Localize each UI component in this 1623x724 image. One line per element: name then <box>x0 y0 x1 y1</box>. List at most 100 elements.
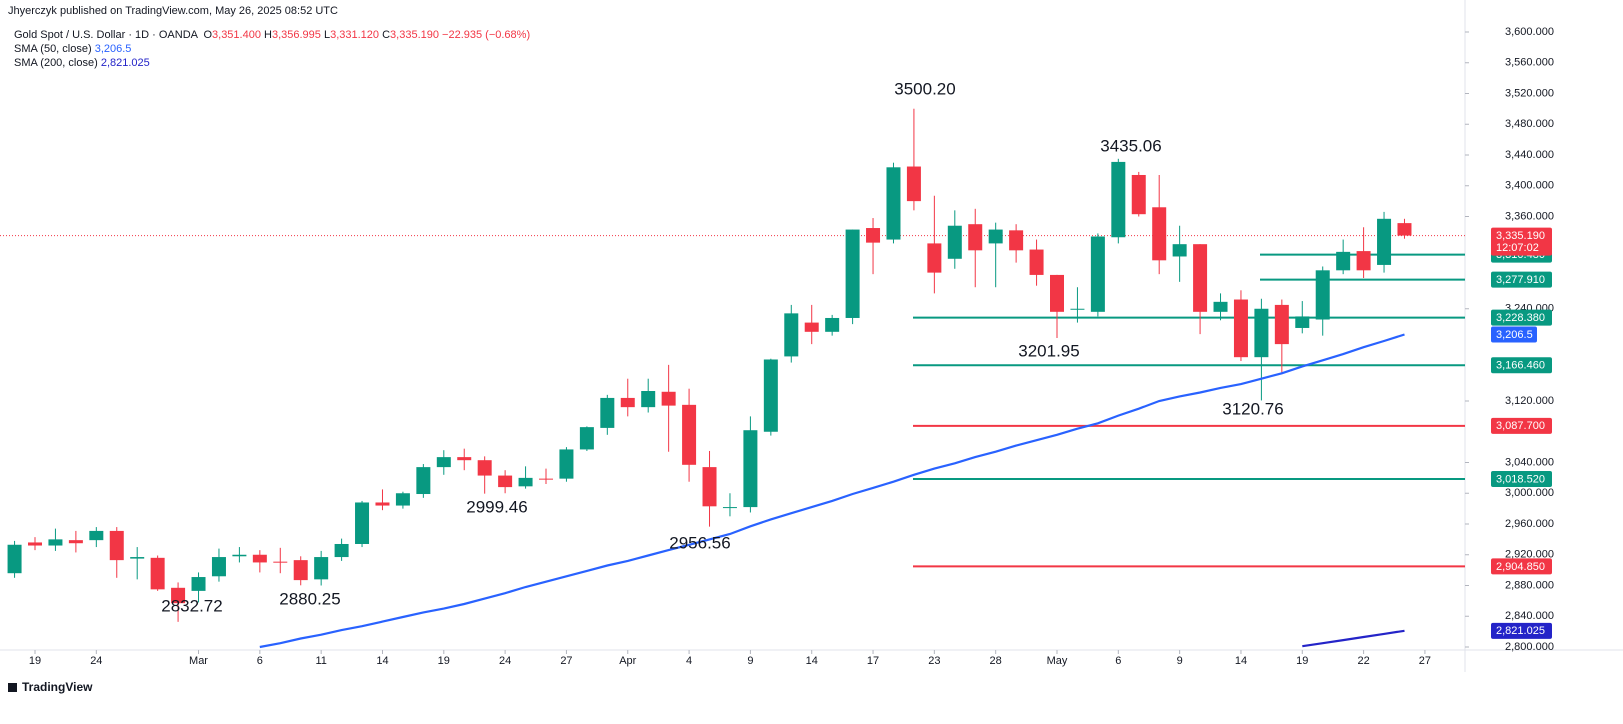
candle-body <box>682 404 697 465</box>
x-tick-label: 24 <box>90 655 102 667</box>
candle-body <box>1050 274 1064 312</box>
candle-body <box>498 475 513 488</box>
y-tick-label: 3,520.000 <box>1505 87 1554 99</box>
l-label: L <box>324 29 330 41</box>
y-tick-label: 3,120.000 <box>1505 395 1554 407</box>
sma-label: 3,206.5 <box>1496 329 1533 341</box>
y-tick-label: 2,800.000 <box>1505 641 1554 653</box>
y-tick-label: 3,400.000 <box>1505 180 1554 192</box>
sma200-value: 2,821.025 <box>101 57 150 69</box>
axes: 3,600.000 3,560.000 3,520.000 3,480.000 3,44… <box>29 26 1554 667</box>
legend-line: Gold Spot / U.S. Dollar · 1D · OANDA O3,… <box>14 29 530 41</box>
sma-label-box <box>1491 622 1552 639</box>
candle-body <box>1274 304 1289 345</box>
x-tick-label: 4 <box>686 655 692 667</box>
candle-body <box>1131 174 1146 215</box>
sma-line <box>1302 629 1405 648</box>
candle-body <box>150 557 165 590</box>
o-value: 3,351.400 <box>212 29 261 41</box>
candle-body <box>1397 223 1412 236</box>
level-label-box <box>1491 271 1552 288</box>
candle-body <box>436 457 451 468</box>
candle-body <box>416 467 431 495</box>
candle-body <box>886 167 901 240</box>
x-tick-label: 14 <box>806 655 818 667</box>
candle-body <box>1377 218 1392 265</box>
candle-body <box>273 561 288 563</box>
h-label: H <box>264 29 272 41</box>
symbol: Gold Spot / U.S. Dollar · 1D · OANDA <box>14 29 199 41</box>
candle-body <box>68 540 83 544</box>
candle-body <box>130 557 145 559</box>
candle-body <box>1172 244 1187 257</box>
candle-body <box>1356 251 1371 271</box>
x-tick-label: 9 <box>1177 655 1183 667</box>
annotation: 3500.20 <box>894 79 955 98</box>
level-label: 3,018.520 <box>1496 473 1545 485</box>
candle-body <box>927 243 942 273</box>
annotation: 2999.46 <box>466 497 527 516</box>
candle-body <box>334 543 349 558</box>
candle-body <box>722 507 737 509</box>
level-label-box <box>1491 357 1552 374</box>
candle-body <box>804 322 819 332</box>
y-tick-label: 3,600.000 <box>1505 26 1554 38</box>
x-tick-label: 19 <box>438 655 450 667</box>
candle-body <box>293 560 308 581</box>
candle-body <box>1213 301 1228 312</box>
last-price-label: 3,335.190 <box>1496 230 1545 242</box>
x-tick-label: Mar <box>189 655 208 667</box>
annotation: 2956.56 <box>669 533 730 552</box>
x-tick-label: 14 <box>1235 655 1247 667</box>
candle-body <box>109 530 124 561</box>
candle-body <box>518 477 533 487</box>
h-value: 3,356.995 <box>272 29 321 41</box>
candle-body <box>89 530 104 541</box>
candle-body <box>395 493 410 506</box>
y-tick-label: 3,440.000 <box>1505 149 1554 161</box>
x-tick-label: 6 <box>1115 655 1121 667</box>
level-label: 3,228.380 <box>1496 312 1545 324</box>
candle-body <box>784 313 799 357</box>
last-price-box <box>1491 227 1552 256</box>
candle-body <box>1193 244 1208 312</box>
logo <box>8 683 17 692</box>
candle-body <box>1254 308 1269 358</box>
y-tick-label: 3,000.000 <box>1505 487 1554 499</box>
candle-body <box>1090 236 1105 312</box>
x-tick-label: 27 <box>1419 655 1431 667</box>
publisher: Jhyerczyk published on TradingView.com, … <box>8 5 338 17</box>
brand: TradingView <box>8 680 93 694</box>
candle-body <box>1070 308 1085 310</box>
level-label: 3,166.460 <box>1496 360 1545 372</box>
candle-body <box>763 359 778 432</box>
candle-body <box>661 391 676 406</box>
annotation: 3201.95 <box>1018 341 1079 360</box>
x-tick-label: 11 <box>315 655 326 667</box>
candle-body <box>1295 316 1310 328</box>
candle-body <box>1111 161 1126 238</box>
sma50-value: 3,206.5 <box>95 43 132 55</box>
brand-text: TradingView <box>22 680 93 694</box>
x-tick-label: 6 <box>257 655 263 667</box>
candle-body <box>28 542 42 546</box>
x-tick-label: 19 <box>1296 655 1308 667</box>
sma200-legend: SMA (200, close) 2,821.025 <box>14 57 150 69</box>
candle-body <box>252 554 267 563</box>
candle-body <box>600 397 615 428</box>
x-tick-label: 22 <box>1357 655 1369 667</box>
candle-body <box>7 544 22 574</box>
candle-body <box>743 430 758 508</box>
candle-body <box>1336 251 1351 271</box>
level-label: 3,277.910 <box>1496 274 1545 286</box>
candle-body <box>211 557 226 577</box>
l-value: 3,331.120 <box>330 29 379 41</box>
y-tick-label: 2,920.000 <box>1505 549 1554 561</box>
level-label: 3,087.700 <box>1496 420 1545 432</box>
candle-body <box>968 224 983 251</box>
plot <box>0 108 1465 649</box>
level-label-box <box>1491 309 1552 326</box>
annotation: 3120.76 <box>1222 399 1283 418</box>
candle-body <box>48 539 63 546</box>
